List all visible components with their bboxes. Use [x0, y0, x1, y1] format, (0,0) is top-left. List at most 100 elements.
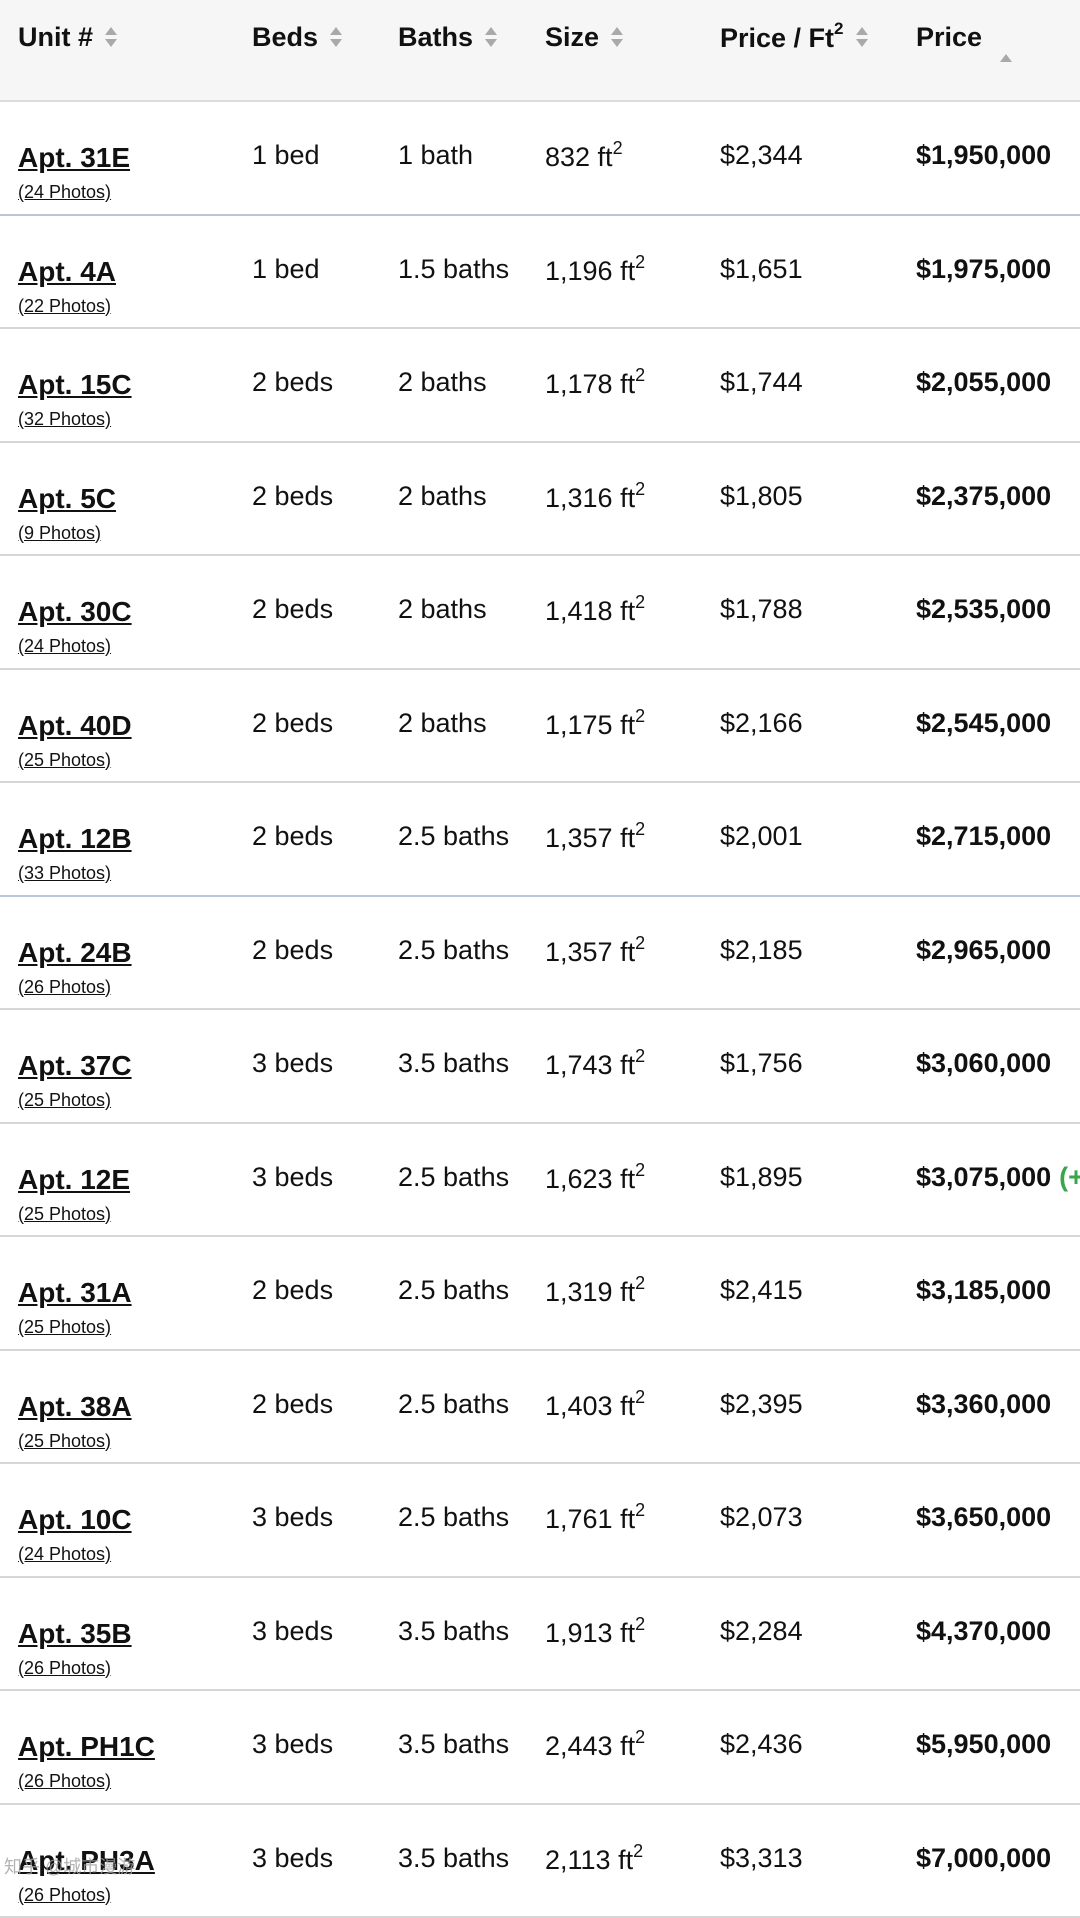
- unit-link[interactable]: Apt. 24B: [18, 937, 132, 969]
- column-label: Price / Ft2: [720, 22, 844, 54]
- photos-link[interactable]: (33 Photos): [18, 863, 111, 884]
- column-header-baths[interactable]: Baths: [398, 22, 497, 53]
- size-cell: 1,357 ft2: [545, 821, 645, 854]
- column-header-price-per-ft[interactable]: Price / Ft2: [720, 22, 868, 54]
- photos-link[interactable]: (9 Photos): [18, 523, 101, 544]
- beds-cell: 3 beds: [252, 1843, 333, 1874]
- beds-cell: 3 beds: [252, 1048, 333, 1079]
- size-cell: 1,743 ft2: [545, 1048, 645, 1081]
- baths-cell: 2 baths: [398, 367, 487, 398]
- price-per-ft-cell: $2,073: [720, 1502, 803, 1533]
- photos-link[interactable]: (25 Photos): [18, 750, 111, 771]
- price-change: (+: [1059, 1162, 1080, 1192]
- size-cell: 2,113 ft2: [545, 1843, 643, 1876]
- unit-link[interactable]: Apt. 15C: [18, 369, 132, 401]
- photos-link[interactable]: (32 Photos): [18, 409, 111, 430]
- column-header-unit[interactable]: Unit #: [18, 22, 117, 53]
- unit-link[interactable]: Apt. 40D: [18, 710, 132, 742]
- size-cell: 1,761 ft2: [545, 1502, 645, 1535]
- price-cell: $3,650,000: [916, 1502, 1051, 1533]
- unit-link[interactable]: Apt. 35B: [18, 1618, 132, 1650]
- photos-link[interactable]: (25 Photos): [18, 1204, 111, 1225]
- price-per-ft-cell: $3,313: [720, 1843, 803, 1874]
- baths-cell: 2 baths: [398, 481, 487, 512]
- beds-cell: 2 beds: [252, 594, 333, 625]
- column-label: Size: [545, 22, 599, 53]
- sort-icon[interactable]: [330, 27, 342, 47]
- price-cell: $2,535,000: [916, 594, 1051, 625]
- photos-link[interactable]: (25 Photos): [18, 1431, 111, 1452]
- unit-link[interactable]: Apt. 37C: [18, 1050, 132, 1082]
- sort-icon[interactable]: [611, 27, 623, 47]
- unit-link[interactable]: Apt. 31A: [18, 1277, 132, 1309]
- photos-link[interactable]: (26 Photos): [18, 977, 111, 998]
- price-cell: $5,950,000: [916, 1729, 1051, 1760]
- watermark: 知乎 @城市漫游: [4, 1853, 135, 1879]
- size-cell: 1,913 ft2: [545, 1616, 645, 1649]
- unit-link[interactable]: Apt. 5C: [18, 483, 116, 515]
- photos-link[interactable]: (25 Photos): [18, 1317, 111, 1338]
- table-row[interactable]: Apt. 30C (24 Photos) 2 beds 2 baths 1,418 ft…: [0, 556, 1080, 670]
- column-header-size[interactable]: Size: [545, 22, 623, 53]
- sort-icon[interactable]: [856, 27, 868, 47]
- photos-link[interactable]: (26 Photos): [18, 1885, 111, 1906]
- sort-ascending-icon[interactable]: [1000, 24, 1012, 55]
- baths-cell: 2 baths: [398, 594, 487, 625]
- photos-link[interactable]: (24 Photos): [18, 1544, 111, 1565]
- unit-link[interactable]: Apt. PH1C: [18, 1731, 155, 1763]
- beds-cell: 2 beds: [252, 1389, 333, 1420]
- unit-link[interactable]: Apt. 38A: [18, 1391, 132, 1423]
- unit-link[interactable]: Apt. 30C: [18, 596, 132, 628]
- size-cell: 1,319 ft2: [545, 1275, 645, 1308]
- photos-link[interactable]: (26 Photos): [18, 1658, 111, 1679]
- photos-link[interactable]: (24 Photos): [18, 636, 111, 657]
- price-per-ft-cell: $1,651: [720, 254, 803, 285]
- photos-link[interactable]: (26 Photos): [18, 1771, 111, 1792]
- price-per-ft-cell: $1,895: [720, 1162, 803, 1193]
- unit-link[interactable]: Apt. 12E: [18, 1164, 130, 1196]
- beds-cell: 2 beds: [252, 708, 333, 739]
- photos-link[interactable]: (22 Photos): [18, 296, 111, 317]
- price-per-ft-cell: $1,744: [720, 367, 803, 398]
- unit-link[interactable]: Apt. 10C: [18, 1504, 132, 1536]
- baths-cell: 1 bath: [398, 140, 473, 171]
- price-cell: $2,545,000: [916, 708, 1051, 739]
- price-cell: $4,370,000: [916, 1616, 1051, 1647]
- beds-cell: 2 beds: [252, 821, 333, 852]
- unit-link[interactable]: Apt. 4A: [18, 256, 116, 288]
- beds-cell: 1 bed: [252, 254, 320, 285]
- column-header-beds[interactable]: Beds: [252, 22, 342, 53]
- beds-cell: 3 beds: [252, 1729, 333, 1760]
- unit-link[interactable]: Apt. 12B: [18, 823, 132, 855]
- sort-icon[interactable]: [105, 27, 117, 47]
- sort-icon[interactable]: [485, 27, 497, 47]
- column-header-price[interactable]: Price: [916, 22, 1012, 55]
- size-cell: 1,418 ft2: [545, 594, 645, 627]
- baths-cell: 2.5 baths: [398, 1275, 509, 1306]
- size-cell: 1,178 ft2: [545, 367, 645, 400]
- column-label: Unit #: [18, 22, 93, 53]
- baths-cell: 2 baths: [398, 708, 487, 739]
- price-cell: $3,185,000: [916, 1275, 1051, 1306]
- photos-link[interactable]: (24 Photos): [18, 182, 111, 203]
- photos-link[interactable]: (25 Photos): [18, 1090, 111, 1111]
- unit-link[interactable]: Apt. 31E: [18, 142, 130, 174]
- beds-cell: 3 beds: [252, 1502, 333, 1533]
- price-per-ft-cell: $2,436: [720, 1729, 803, 1760]
